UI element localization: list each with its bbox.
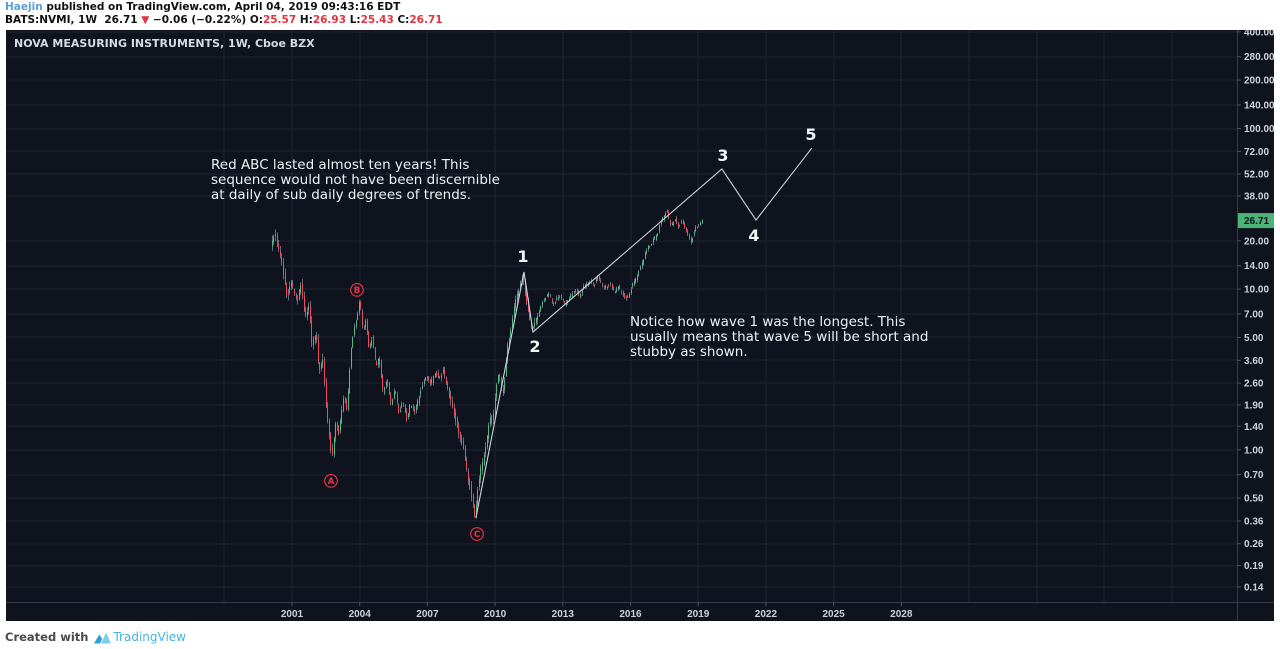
- annotation-red-abc: Red ABC lasted almost ten years! This se…: [211, 158, 500, 203]
- price-tick-label: 0.14: [1244, 582, 1264, 593]
- candle-wicks: [272, 209, 703, 519]
- price-tick-label: 1.00: [1244, 445, 1264, 456]
- wave-labels: 1 2 3 4 5 A B C: [324, 125, 817, 541]
- annotation-wave-five: Notice how wave 1 was the longest. This …: [630, 315, 928, 360]
- grid: [6, 30, 1237, 602]
- price-tick-label: 100.00: [1244, 124, 1274, 135]
- price-tick-label: 3.60: [1244, 356, 1264, 367]
- year-tick-label: 2007: [416, 609, 439, 620]
- price-tick-label: 400.00: [1244, 30, 1274, 38]
- header: Haejin published on TradingView.com, Apr…: [5, 1, 443, 27]
- wave-circle-C: [470, 527, 484, 541]
- price-tick-label: 1.90: [1244, 401, 1264, 412]
- year-tick-label: 2025: [822, 609, 845, 620]
- header-symbol-line: BATS:NVMI, 1W 26.71 ▼ −0.06 (−0.22%) O:2…: [5, 14, 443, 27]
- high-label: H:: [299, 14, 313, 26]
- year-tick-label: 2019: [687, 609, 710, 620]
- last-price-badge: [1238, 213, 1274, 229]
- annotation-line: sequence would not have been discernible: [211, 172, 500, 188]
- wave-letter-B: B: [354, 286, 360, 296]
- low-label: L:: [349, 14, 361, 26]
- year-tick-label: 2001: [281, 609, 304, 620]
- chart-canvas[interactable]: 1 2 3 4 5 A B C 400.00 280.00 200.00 140.00 100.00 72…: [6, 30, 1274, 621]
- price-axis[interactable]: 400.00 280.00 200.00 140.00 100.00 72.00 52.00…: [1237, 30, 1274, 593]
- price-tick-label: 140.00: [1244, 101, 1274, 112]
- high-value: 26.93: [312, 14, 347, 26]
- price-tick-label: 1.40: [1244, 422, 1264, 433]
- wave-label-1: 1: [517, 247, 528, 266]
- created-with-label: Created with: [5, 630, 89, 644]
- footer: Created with TradingView: [5, 628, 186, 646]
- close-label: C:: [397, 14, 410, 26]
- wave-label-4: 4: [748, 226, 759, 245]
- tradingview-link[interactable]: TradingView: [113, 630, 186, 644]
- price-tick-label: 5.00: [1244, 333, 1264, 344]
- wave-letter-A: A: [328, 477, 335, 487]
- price-tick-label: 0.36: [1244, 517, 1264, 528]
- wave-letter-C: C: [474, 530, 480, 540]
- year-tick-label: 2022: [755, 609, 778, 620]
- down-arrow-icon: ▼: [141, 14, 150, 26]
- wave-label-3: 3: [717, 146, 728, 165]
- wave-circle-A: [324, 474, 338, 488]
- price-tick-label: 20.00: [1244, 236, 1269, 247]
- price-tick-label: 52.00: [1244, 170, 1269, 181]
- price-tick-label: 0.70: [1244, 470, 1264, 481]
- author-link[interactable]: Haejin: [5, 1, 43, 13]
- price-tick-label: 14.00: [1244, 261, 1269, 272]
- annotation-line: at daily of sub daily degrees of trends.: [211, 187, 472, 203]
- year-tick-label: 2013: [552, 609, 575, 620]
- low-value: 25.43: [360, 14, 394, 26]
- wave-label-2: 2: [529, 337, 540, 356]
- price-tick-label: 0.19: [1244, 561, 1264, 572]
- last-price-badge-value: 26.71: [1244, 216, 1269, 227]
- price-tick-label: 38.00: [1244, 192, 1269, 203]
- header-publish-line: Haejin published on TradingView.com, Apr…: [5, 1, 443, 14]
- last-price: 26.71: [104, 14, 138, 26]
- price-tick-label: 7.00: [1244, 310, 1264, 321]
- year-tick-label: 2010: [484, 609, 507, 620]
- time-axis[interactable]: 2001 2004 2007 2010 2013 2016 2019 2022 2025 2028: [281, 602, 913, 620]
- symbol-label: BATS:NVMI, 1W: [5, 14, 98, 26]
- candlestick-series: [272, 211, 704, 517]
- tradingview-logo-icon: [94, 632, 112, 643]
- year-tick-label: 2016: [619, 609, 642, 620]
- price-tick-label: 200.00: [1244, 76, 1274, 87]
- wave-circle-B: [350, 283, 364, 297]
- open-value: 25.57: [262, 14, 297, 26]
- price-tick-label: 280.00: [1244, 52, 1274, 63]
- chart-panel[interactable]: 1 2 3 4 5 A B C 400.00 280.00 200.00 140.00 100.00 72…: [6, 30, 1274, 621]
- close-value: 26.71: [409, 14, 443, 26]
- annotation-line: usually means that wave 5 will be short …: [630, 329, 929, 345]
- publish-meta: published on TradingView.com, April 04, …: [42, 1, 401, 13]
- year-tick-label: 2004: [349, 609, 372, 620]
- price-tick-label: 0.26: [1244, 539, 1264, 550]
- annotation-line: Red ABC lasted almost ten years! This: [211, 157, 470, 173]
- price-tick-label: 10.00: [1244, 285, 1269, 296]
- annotation-line: stubby as shown.: [630, 344, 748, 360]
- elliott-projection-line: [475, 147, 813, 519]
- chart-title: NOVA MEASURING INSTRUMENTS, 1W, Cboe BZX: [14, 37, 315, 50]
- annotation-line: Notice how wave 1 was the longest. This: [630, 314, 906, 330]
- open-label: O:: [249, 14, 263, 26]
- price-tick-label: 72.00: [1244, 147, 1269, 158]
- price-tick-label: 2.60: [1244, 379, 1264, 390]
- price-tick-label: 0.50: [1244, 494, 1264, 505]
- wave-label-5: 5: [805, 125, 816, 144]
- price-change: −0.06 (−0.22%): [152, 14, 247, 26]
- year-tick-label: 2028: [890, 609, 913, 620]
